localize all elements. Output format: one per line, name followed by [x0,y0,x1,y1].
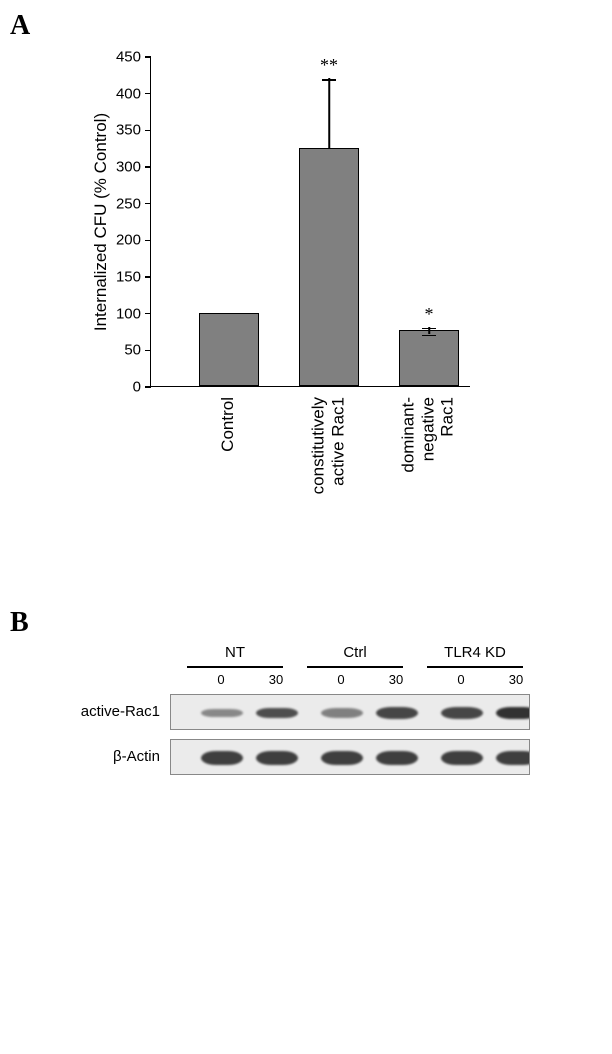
bar [299,148,359,386]
gel-band [376,751,418,764]
error-bar [328,78,330,148]
gel-timepoint-label: 30 [266,672,286,687]
gel-group-underline [187,666,283,668]
error-cap [422,335,436,337]
x-axis-labels: Control constitutivelyactive Rac1 dominant… [150,392,470,592]
y-tick [145,93,151,95]
gel-strip [170,694,530,730]
gel-band [496,751,530,764]
gel-band [201,751,243,764]
y-tick-label: 250 [116,195,141,212]
y-tick-label: 200 [116,232,141,249]
y-tick [145,130,151,132]
y-tick [145,240,151,242]
figure: A Internalized CFU (% Control) 0 50 100 150… [10,10,602,854]
significance-marker: ** [320,55,338,76]
y-tick-label: 50 [124,342,141,359]
y-tick [145,386,151,388]
x-axis-label: constitutivelyactive Rac1 [308,397,347,494]
plot-area: Internalized CFU (% Control) 05010015020… [150,57,470,387]
gel-timepoint-label: 0 [451,672,471,687]
y-tick [145,276,151,278]
gel-row-label: β-Actin [50,748,160,765]
error-cap [422,328,436,330]
gel-strip [170,739,530,775]
x-axis-label: Control [218,397,238,452]
panel-a-label: A [10,10,602,42]
y-tick-label: 300 [116,159,141,176]
y-tick [145,350,151,352]
panel-b-label: B [10,607,602,639]
y-tick [145,203,151,205]
gel-band [201,709,243,718]
gel-band [441,751,483,764]
gel-band [496,707,530,719]
gel-group-label: TLR4 KD [427,644,523,661]
y-tick [145,313,151,315]
gel-band [321,708,363,717]
gel-band [256,708,298,719]
gel-group-underline [427,666,523,668]
gel-timepoint-label: 30 [506,672,526,687]
gel-row-label: active-Rac1 [50,703,160,720]
gel-band [256,751,298,764]
gel-group-underline [307,666,403,668]
bar-chart: Internalized CFU (% Control) 0 50 100 150 20… [80,47,602,407]
y-tick [145,166,151,168]
gel-band [441,707,483,718]
significance-marker: * [425,304,434,325]
gel-band [321,751,363,764]
bar [199,313,259,386]
gel-timepoint-label: 30 [386,672,406,687]
y-tick-label: 450 [116,49,141,66]
y-tick-label: 0 [133,379,141,396]
gel-group-label: Ctrl [307,644,403,661]
y-tick-label: 350 [116,122,141,139]
y-tick-label: 400 [116,85,141,102]
error-cap [322,79,336,81]
gel-timepoint-label: 0 [211,672,231,687]
y-tick [145,56,151,58]
y-tick-label: 150 [116,269,141,286]
gel-group-label: NT [187,644,283,661]
panel-a: Internalized CFU (% Control) 0 50 100 150 20… [80,47,602,607]
gel-timepoint-label: 0 [331,672,351,687]
panel-b: NT Ctrl TLR4 KD 0 30 0 30 0 30 active-Rac1 β-Actin [50,644,540,854]
y-axis-title: Internalized CFU (% Control) [91,112,111,330]
x-axis-label: dominant-negativeRac1 [399,397,458,473]
gel-band [376,707,418,718]
y-tick-label: 100 [116,305,141,322]
bar [399,330,459,386]
